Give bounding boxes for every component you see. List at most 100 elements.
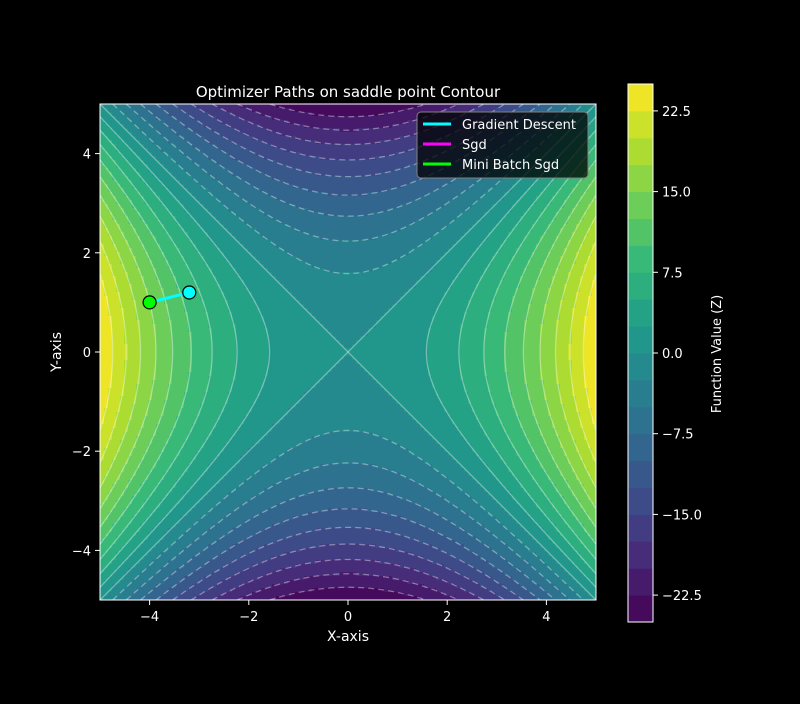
contour-cell bbox=[164, 364, 169, 369]
contour-cell bbox=[116, 400, 121, 405]
contour-cell bbox=[108, 280, 113, 285]
contour-cell bbox=[132, 296, 137, 301]
contour-cell bbox=[188, 272, 193, 277]
contour-cell bbox=[160, 532, 165, 537]
contour-cell bbox=[140, 228, 145, 233]
contour-cell bbox=[124, 560, 129, 565]
contour-cell bbox=[104, 168, 109, 173]
contour-cell bbox=[212, 148, 217, 153]
contour-cell bbox=[236, 324, 241, 329]
contour-cell bbox=[164, 516, 169, 521]
contour-cell bbox=[228, 368, 233, 373]
contour-cell bbox=[136, 236, 141, 241]
contour-cell bbox=[244, 212, 249, 217]
contour-cell bbox=[236, 200, 241, 205]
contour-cell bbox=[128, 360, 133, 365]
contour-cell bbox=[120, 132, 125, 137]
contour-cell bbox=[124, 492, 129, 497]
contour-cell bbox=[248, 588, 253, 593]
contour-cell bbox=[132, 360, 137, 365]
contour-cell bbox=[132, 476, 137, 481]
contour-cell bbox=[172, 212, 177, 217]
contour-cell bbox=[204, 176, 209, 181]
contour-cell bbox=[164, 436, 169, 441]
contour-cell bbox=[104, 152, 109, 157]
contour-cell bbox=[144, 584, 149, 589]
contour-cell bbox=[152, 516, 157, 521]
contour-cell bbox=[200, 524, 205, 529]
contour-cell bbox=[180, 472, 185, 477]
contour-cell bbox=[144, 232, 149, 237]
contour-cell bbox=[196, 380, 201, 385]
contour-cell bbox=[160, 448, 165, 453]
contour-cell bbox=[224, 588, 229, 593]
contour-cell bbox=[128, 292, 133, 297]
contour-cell bbox=[204, 528, 209, 533]
contour-cell bbox=[136, 208, 141, 213]
contour-cell bbox=[208, 276, 213, 281]
contour-cell bbox=[124, 408, 129, 413]
contour-cell bbox=[176, 508, 181, 513]
contour-cell bbox=[240, 488, 245, 493]
contour-cell bbox=[176, 552, 181, 557]
contour-cell bbox=[192, 232, 197, 237]
contour-cell bbox=[220, 124, 225, 129]
contour-cell bbox=[252, 420, 257, 425]
contour-cell bbox=[132, 344, 137, 349]
contour-cell bbox=[132, 560, 137, 565]
contour-cell bbox=[180, 520, 185, 525]
contour-cell bbox=[156, 296, 161, 301]
contour-cell bbox=[148, 492, 153, 497]
contour-cell bbox=[160, 312, 165, 317]
contour-cell bbox=[204, 140, 209, 145]
contour-cell bbox=[188, 436, 193, 441]
contour-cell bbox=[176, 164, 181, 169]
contour-cell bbox=[256, 340, 261, 345]
contour-cell bbox=[144, 124, 149, 129]
contour-cell bbox=[104, 488, 109, 493]
contour-cell bbox=[180, 328, 185, 333]
contour-cell bbox=[196, 316, 201, 321]
contour-cell bbox=[164, 460, 169, 465]
contour-cell bbox=[152, 524, 157, 529]
contour-cell bbox=[200, 392, 205, 397]
contour-cell bbox=[136, 516, 141, 521]
contour-cell bbox=[156, 292, 161, 297]
contour-cell bbox=[160, 484, 165, 489]
contour-cell bbox=[132, 192, 137, 197]
contour-cell bbox=[132, 568, 137, 573]
contour-cell bbox=[148, 424, 153, 429]
contour-cell bbox=[156, 320, 161, 325]
contour-cell bbox=[108, 144, 113, 149]
contour-cell bbox=[200, 500, 205, 505]
contour-cell bbox=[144, 160, 149, 165]
contour-cell bbox=[112, 336, 117, 341]
contour-cell bbox=[160, 316, 165, 321]
contour-cell bbox=[148, 148, 153, 153]
contour-cell bbox=[220, 196, 225, 201]
contour-cell bbox=[124, 208, 129, 213]
contour-cell bbox=[132, 584, 137, 589]
contour-cell bbox=[236, 592, 241, 597]
contour-cell bbox=[172, 220, 177, 225]
contour-cell bbox=[212, 372, 217, 377]
contour-cell bbox=[228, 272, 233, 277]
contour-cell bbox=[236, 112, 241, 117]
contour-cell bbox=[256, 220, 261, 225]
contour-cell bbox=[128, 364, 133, 369]
contour-cell bbox=[220, 112, 225, 117]
contour-cell bbox=[116, 408, 121, 413]
contour-cell bbox=[172, 344, 177, 349]
contour-cell bbox=[112, 564, 117, 569]
contour-cell bbox=[240, 132, 245, 137]
contour-cell bbox=[128, 492, 133, 497]
contour-cell bbox=[196, 296, 201, 301]
contour-cell bbox=[196, 116, 201, 121]
contour-cell bbox=[120, 220, 125, 225]
contour-cell bbox=[200, 124, 205, 129]
contour-cell bbox=[208, 332, 213, 337]
contour-cell bbox=[196, 224, 201, 229]
contour-cell bbox=[212, 396, 217, 401]
contour-cell bbox=[108, 252, 113, 257]
contour-cell bbox=[184, 436, 189, 441]
